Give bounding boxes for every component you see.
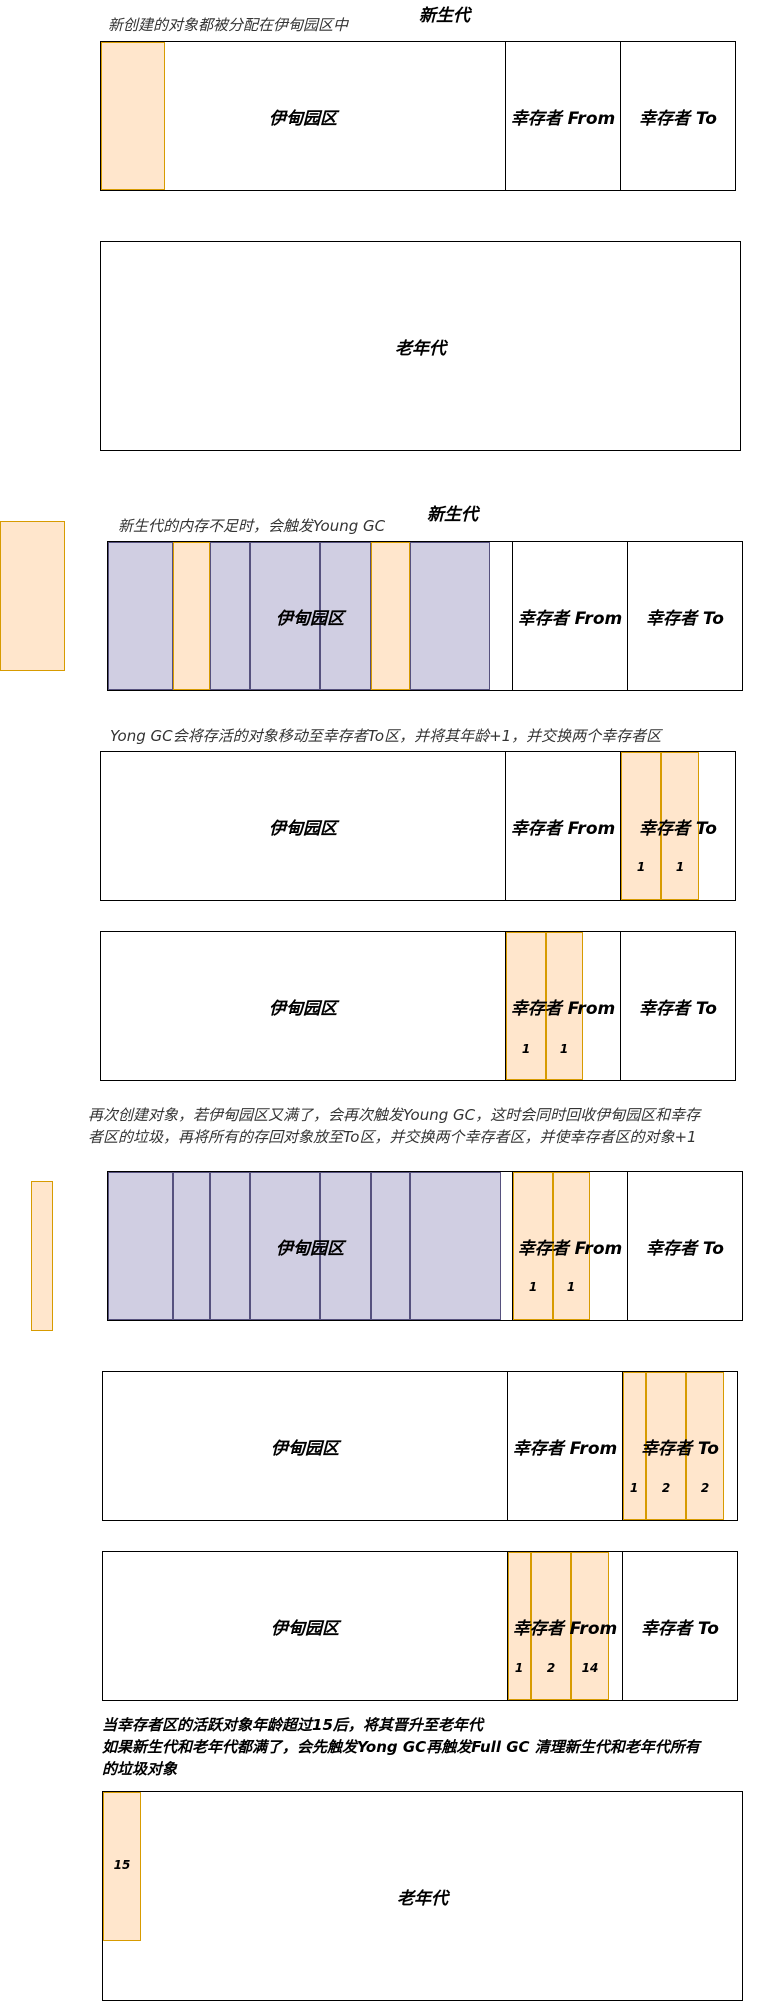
note-promotion-line2: 如果新生代和老年代都满了，会先触发Yong GC再触发Full GC 清理新生代… bbox=[102, 1738, 700, 1756]
garbage-object bbox=[173, 1172, 210, 1320]
survivor-object bbox=[531, 1552, 571, 1700]
garbage-object bbox=[410, 1172, 501, 1320]
survivor-object bbox=[571, 1552, 609, 1700]
survivor-from-label: 幸存者 From bbox=[517, 608, 623, 629]
garbage-object bbox=[108, 542, 173, 690]
eden-label: 伊甸园区 bbox=[276, 608, 344, 629]
old-gen-label: 老年代 bbox=[397, 1888, 448, 1909]
object-age: 2 bbox=[661, 1481, 671, 1495]
object-age: 1 bbox=[636, 860, 646, 874]
object-age: 1 bbox=[514, 1661, 524, 1675]
eden-area-7: 伊甸园区 bbox=[102, 1551, 508, 1701]
survivor-to-2: 幸存者 To bbox=[627, 541, 743, 691]
object-age: 1 bbox=[566, 1280, 576, 1294]
garbage-object bbox=[371, 1172, 410, 1320]
object-age: 14 bbox=[581, 1661, 599, 1675]
survivor-to-1: 幸存者 To bbox=[620, 41, 736, 191]
survivor-to-label: 幸存者 To bbox=[645, 608, 724, 629]
survivor-object bbox=[686, 1372, 724, 1520]
new-object bbox=[101, 42, 165, 190]
eden-label: 伊甸园区 bbox=[271, 1438, 339, 1459]
eden-label: 伊甸园区 bbox=[269, 108, 337, 129]
eden-area-6: 伊甸园区 bbox=[102, 1371, 508, 1521]
survivor-from-3: 幸存者 From bbox=[505, 751, 621, 901]
eden-label: 伊甸园区 bbox=[271, 1618, 339, 1639]
garbage-object bbox=[210, 1172, 250, 1320]
note-young-gc-move: Yong GC会将存活的对象移动至幸存者To区，并将其年龄+1，并交换两个幸存者… bbox=[110, 727, 662, 745]
note-allocation: 新创建的对象都被分配在伊甸园区中 bbox=[108, 16, 349, 34]
incoming-object-2 bbox=[31, 1181, 53, 1331]
object-age: 15 bbox=[113, 1858, 131, 1872]
survivor-object bbox=[623, 1372, 646, 1520]
survivor-from-label: 幸存者 From bbox=[517, 1238, 623, 1259]
eden-label: 伊甸园区 bbox=[276, 1238, 344, 1259]
survivor-object bbox=[621, 752, 661, 900]
survivor-to-4: 幸存者 To bbox=[620, 931, 736, 1081]
survivor-object bbox=[508, 1552, 531, 1700]
incoming-object-1 bbox=[0, 521, 65, 671]
object-age: 1 bbox=[528, 1280, 538, 1294]
live-object bbox=[371, 542, 410, 690]
eden-area-3: 伊甸园区 bbox=[100, 751, 506, 901]
survivor-to-label: 幸存者 To bbox=[638, 108, 717, 129]
survivor-to-label: 幸存者 To bbox=[640, 1618, 719, 1639]
survivor-to-5: 幸存者 To bbox=[627, 1171, 743, 1321]
object-age: 2 bbox=[700, 1481, 710, 1495]
eden-label: 伊甸园区 bbox=[269, 998, 337, 1019]
object-age: 2 bbox=[546, 1661, 556, 1675]
survivor-from-1: 幸存者 From bbox=[505, 41, 621, 191]
garbage-object bbox=[320, 542, 371, 690]
garbage-object bbox=[250, 1172, 320, 1320]
survivor-object bbox=[513, 1172, 553, 1320]
survivor-from-6: 幸存者 From bbox=[507, 1371, 623, 1521]
note-young-gc-trigger: 新生代的内存不足时，会触发Young GC bbox=[118, 517, 386, 535]
note-second-gc-line2: 者区的垃圾，再将所有的存回对象放至To区，并交换两个幸存者区，并使幸存者区的对象… bbox=[88, 1128, 697, 1146]
note-promotion-line1: 当幸存者区的活跃对象年龄超过15后，将其晋升至老年代 bbox=[102, 1716, 483, 1734]
survivor-to-label: 幸存者 To bbox=[645, 1238, 724, 1259]
survivor-to-label: 幸存者 To bbox=[640, 1438, 719, 1459]
survivor-from-2: 幸存者 From bbox=[512, 541, 628, 691]
garbage-object bbox=[210, 542, 250, 690]
young-gen-title-2: 新生代 bbox=[427, 505, 478, 525]
old-gen-2: 老年代 bbox=[102, 1791, 743, 2001]
survivor-object bbox=[546, 932, 583, 1080]
survivor-from-label: 幸存者 From bbox=[512, 1618, 618, 1639]
note-promotion-line3: 的垃圾对象 bbox=[102, 1760, 178, 1778]
survivor-from-label: 幸存者 From bbox=[512, 1438, 618, 1459]
old-gen-label: 老年代 bbox=[395, 338, 446, 359]
object-age: 1 bbox=[629, 1481, 639, 1495]
survivor-object bbox=[553, 1172, 590, 1320]
note-second-gc-line1: 再次创建对象，若伊甸园区又满了，会再次触发Young GC，这时会同时回收伊甸园… bbox=[88, 1106, 701, 1124]
eden-label: 伊甸园区 bbox=[269, 818, 337, 839]
survivor-object bbox=[661, 752, 699, 900]
garbage-object bbox=[250, 542, 320, 690]
survivor-object bbox=[646, 1372, 686, 1520]
survivor-to-label: 幸存者 To bbox=[638, 998, 717, 1019]
old-gen-1: 老年代 bbox=[100, 241, 741, 451]
live-object bbox=[173, 542, 210, 690]
garbage-object bbox=[320, 1172, 371, 1320]
survivor-from-label: 幸存者 From bbox=[510, 108, 616, 129]
garbage-object bbox=[410, 542, 490, 690]
survivor-to-label: 幸存者 To bbox=[638, 818, 717, 839]
survivor-object bbox=[506, 932, 546, 1080]
object-age: 1 bbox=[559, 1042, 569, 1056]
survivor-to-7: 幸存者 To bbox=[622, 1551, 738, 1701]
survivor-from-label: 幸存者 From bbox=[510, 998, 616, 1019]
object-age: 1 bbox=[521, 1042, 531, 1056]
young-gen-title-1: 新生代 bbox=[419, 6, 470, 26]
eden-area-4: 伊甸园区 bbox=[100, 931, 506, 1081]
promoted-object bbox=[103, 1792, 141, 1941]
garbage-object bbox=[108, 1172, 173, 1320]
survivor-from-label: 幸存者 From bbox=[510, 818, 616, 839]
eden-area-1: 伊甸园区 bbox=[100, 41, 506, 191]
object-age: 1 bbox=[675, 860, 685, 874]
